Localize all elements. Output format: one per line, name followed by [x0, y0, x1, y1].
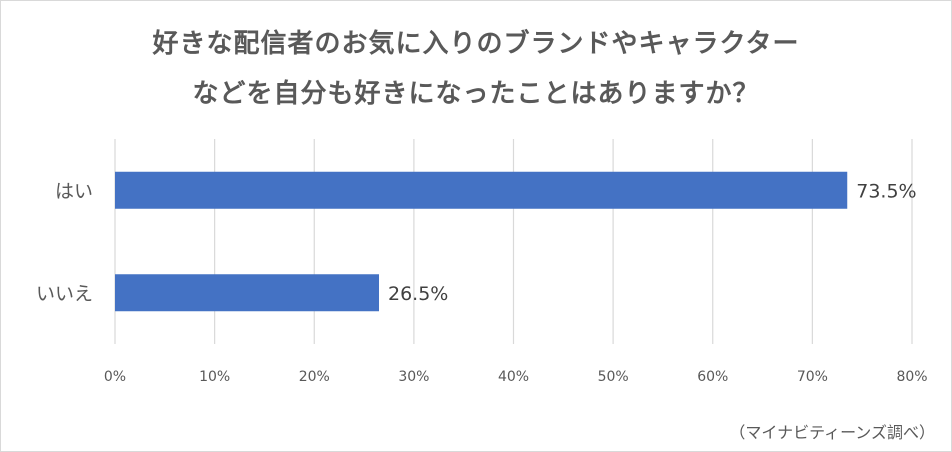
x-tick-label-8: 80%: [896, 369, 927, 385]
x-tick-label-0: 0%: [104, 369, 126, 385]
x-tick-label-2: 20%: [299, 369, 330, 385]
x-tick-label-3: 30%: [398, 369, 429, 385]
chart-title-line-1: 好きな配信者のお気に入りのブランドやキャラクター: [152, 29, 800, 59]
x-tick-label-7: 70%: [797, 369, 828, 385]
x-tick-label-4: 40%: [498, 369, 529, 385]
source-note: （マイナビティーンズ調べ）: [729, 423, 935, 442]
x-tick-label-5: 50%: [598, 369, 629, 385]
bar-0: [115, 171, 848, 209]
x-tick-label-1: 10%: [199, 369, 230, 385]
category-label-1: いいえ: [36, 283, 93, 305]
chart-title-line-2: などを自分も好きになったことはありますか？: [192, 79, 760, 109]
category-label-0: はい: [55, 180, 93, 202]
x-tick-label-6: 60%: [697, 369, 728, 385]
data-label-1: 26.5%: [388, 283, 448, 305]
data-label-0: 73.5%: [856, 180, 916, 202]
bar-1: [115, 274, 380, 312]
